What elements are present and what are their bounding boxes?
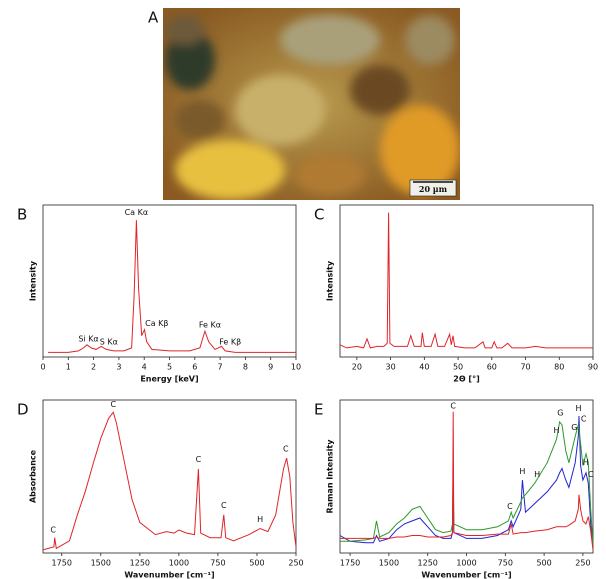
peak-label: Si Kα — [78, 334, 98, 343]
x-axis-label: Wavenumber [cm⁻¹] — [124, 571, 214, 579]
spectrum-line — [42, 411, 297, 551]
x-tick-label: 1 — [66, 363, 71, 372]
peak-label: G — [557, 409, 563, 418]
x-tick-label: 8 — [243, 363, 248, 372]
peak-label: H — [576, 404, 582, 413]
y-axis-label: Intensity — [326, 260, 335, 301]
y-axis-label: Absorbance — [29, 449, 38, 503]
x-tick-label: 50 — [453, 363, 463, 372]
panel-label: D — [17, 401, 29, 419]
peak-label: C — [110, 400, 116, 409]
y-axis-label: Raman Intensity — [326, 439, 335, 514]
x-tick-label: 2 — [91, 363, 96, 372]
plot-frame — [42, 399, 297, 554]
x-tick-label: 3 — [116, 363, 121, 372]
peak-label: Ca Kα — [125, 208, 149, 217]
panel-label: C — [314, 206, 324, 224]
panel-label: A — [148, 9, 159, 27]
scale-bar-label: 20 µm — [419, 184, 448, 194]
plot-frame — [339, 204, 594, 358]
x-tick-label: 500 — [536, 559, 551, 568]
x-tick-label: 70 — [520, 363, 530, 372]
peak-label: C — [196, 455, 202, 464]
spectrum-line — [339, 212, 593, 349]
x-tick-label: 1000 — [456, 559, 476, 568]
peak-label: H — [583, 458, 589, 467]
x-axis-label: Wavenumber [cm⁻¹] — [421, 571, 511, 579]
x-tick-label: 1250 — [418, 559, 438, 568]
panel-label: E — [314, 401, 323, 419]
peak-label: C — [50, 526, 56, 535]
peak-label: C — [221, 501, 227, 510]
x-tick-label: 500 — [249, 559, 264, 568]
spectrum-line — [339, 415, 594, 548]
peak-label: H — [257, 515, 263, 524]
x-tick-label: 30 — [386, 363, 396, 372]
x-tick-label: 1500 — [91, 559, 111, 568]
x-tick-label: 7 — [218, 363, 223, 372]
x-tick-label: 90 — [588, 363, 598, 372]
x-axis-label: 2Θ [°] — [453, 375, 479, 384]
x-tick-label: 4 — [142, 363, 147, 372]
x-tick-label: 750 — [498, 559, 513, 568]
peak-label: C — [507, 502, 513, 511]
peak-label: Fe Kβ — [219, 337, 241, 346]
x-tick-label: 250 — [575, 559, 590, 568]
x-tick-label: 250 — [288, 559, 303, 568]
peak-label: C — [283, 444, 289, 453]
x-tick-label: 0 — [40, 363, 45, 372]
y-axis-label: Intensity — [29, 260, 38, 301]
peak-label: Ca Kβ — [145, 319, 168, 328]
x-tick-label: 1250 — [130, 559, 150, 568]
x-tick-label: 6 — [192, 363, 197, 372]
x-tick-label: 10 — [291, 363, 301, 372]
peak-label: S Kα — [100, 337, 118, 346]
x-tick-label: 40 — [419, 363, 429, 372]
peak-label: H — [519, 467, 525, 476]
peak-label: C — [581, 414, 587, 423]
x-tick-label: 60 — [487, 363, 497, 372]
x-tick-label: 1750 — [52, 559, 72, 568]
x-tick-label: 5 — [167, 363, 172, 372]
x-axis-label: Energy [keV] — [140, 375, 198, 384]
peak-label: H — [554, 426, 560, 435]
spectrum-line — [340, 420, 594, 546]
spectrum-line — [340, 411, 594, 551]
x-tick-label: 80 — [554, 363, 564, 372]
peak-label: Fe Kα — [199, 321, 221, 330]
x-tick-label: 9 — [268, 363, 273, 372]
x-tick-label: 20 — [352, 363, 362, 372]
x-tick-label: 1750 — [340, 559, 360, 568]
peak-label: G — [571, 423, 577, 432]
spectrum-line — [48, 220, 296, 353]
micrograph — [163, 8, 460, 200]
peak-label: H — [534, 470, 540, 479]
peak-label: C — [450, 401, 456, 410]
panel-label: B — [17, 206, 27, 224]
x-tick-label: 750 — [210, 559, 225, 568]
peak-label: C — [588, 470, 594, 479]
x-tick-label: 1000 — [169, 559, 189, 568]
x-tick-label: 1500 — [379, 559, 399, 568]
